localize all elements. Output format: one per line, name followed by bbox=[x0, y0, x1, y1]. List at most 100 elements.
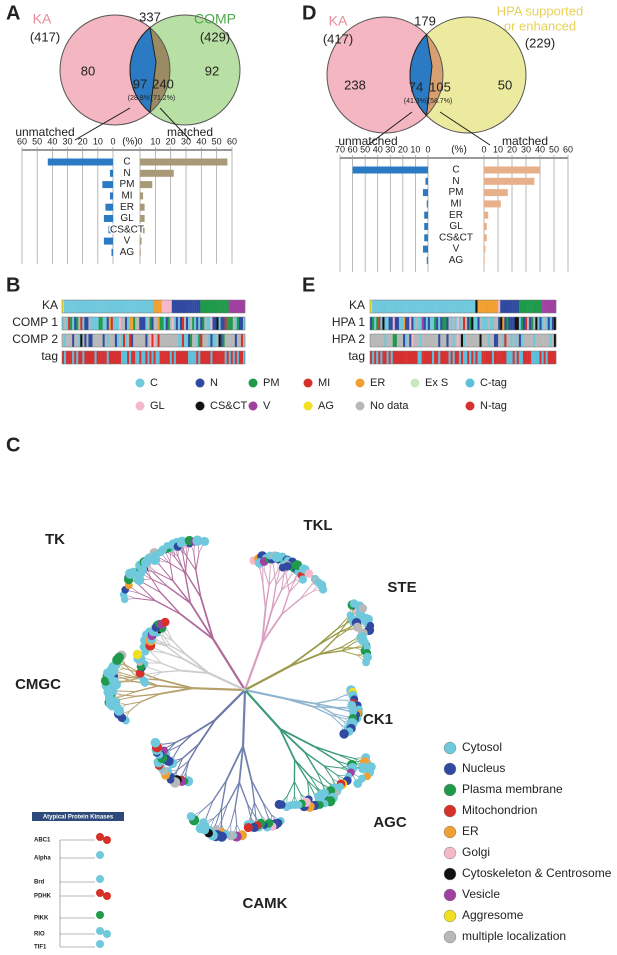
strip-cell bbox=[465, 300, 468, 313]
strip-cell bbox=[137, 351, 140, 364]
legend-label: Nucleus bbox=[462, 761, 505, 775]
strip-cell bbox=[112, 351, 116, 364]
x-tick-label: 30 bbox=[521, 144, 531, 154]
bar bbox=[140, 192, 144, 200]
strip-cell bbox=[114, 317, 118, 330]
branch bbox=[153, 647, 167, 654]
strip-cell bbox=[394, 300, 398, 313]
strip-cell bbox=[218, 300, 221, 313]
strip-cell bbox=[489, 317, 493, 330]
branch bbox=[152, 650, 167, 654]
strip-cell bbox=[487, 351, 491, 364]
strip-cell bbox=[155, 317, 158, 330]
strip-cell bbox=[545, 334, 548, 347]
strip-cell bbox=[226, 317, 229, 330]
strip-cell bbox=[218, 351, 221, 364]
strip-cell bbox=[72, 351, 75, 364]
strip-cell bbox=[151, 300, 154, 313]
branch bbox=[286, 576, 290, 593]
strip-cell bbox=[169, 300, 172, 313]
strip-cell bbox=[96, 351, 99, 364]
bar bbox=[140, 203, 145, 211]
strip-cell bbox=[210, 317, 213, 330]
x-tick-label: 40 bbox=[535, 144, 545, 154]
strip-cell bbox=[460, 334, 464, 347]
strip-cell bbox=[436, 334, 439, 347]
inset-title-bg bbox=[32, 812, 124, 821]
strip-label: tag bbox=[348, 349, 365, 363]
branch bbox=[242, 745, 253, 782]
leaf bbox=[96, 851, 104, 859]
strip-cell bbox=[396, 334, 400, 347]
category-label: AG bbox=[120, 247, 135, 258]
strip-cell bbox=[232, 317, 236, 330]
strip-cell bbox=[102, 317, 105, 330]
strip-cell bbox=[112, 334, 116, 347]
strip-cell bbox=[157, 334, 160, 347]
strip-cell bbox=[471, 351, 474, 364]
strip-cell bbox=[498, 317, 501, 330]
strip-cell bbox=[487, 317, 491, 330]
branch bbox=[323, 765, 338, 776]
strip-cell bbox=[212, 351, 215, 364]
strip-cell bbox=[537, 300, 540, 313]
strip-cell bbox=[489, 300, 493, 313]
branch bbox=[339, 639, 355, 649]
strip-cell bbox=[230, 351, 233, 364]
strip-cell bbox=[384, 300, 387, 313]
strip-cell bbox=[427, 351, 431, 364]
strip-cell bbox=[407, 317, 410, 330]
strip-cell bbox=[216, 334, 219, 347]
strip-cell bbox=[543, 334, 546, 347]
strip-cell bbox=[446, 334, 449, 347]
strip-cell bbox=[106, 300, 109, 313]
branch bbox=[134, 685, 159, 693]
strip-cell bbox=[106, 351, 109, 364]
strip-cell bbox=[208, 317, 211, 330]
strip-cell bbox=[181, 334, 185, 347]
branch bbox=[334, 624, 346, 639]
strip-cell bbox=[498, 300, 501, 313]
x-tick-label: 50 bbox=[32, 136, 42, 146]
bar bbox=[111, 248, 113, 256]
strip-cell bbox=[78, 300, 81, 313]
strip-cell bbox=[520, 317, 524, 330]
branch bbox=[309, 775, 318, 789]
leaf bbox=[96, 833, 104, 841]
x-tick-label: 40 bbox=[196, 136, 206, 146]
strip-cell bbox=[116, 351, 120, 364]
strip-cell bbox=[378, 334, 381, 347]
branch bbox=[312, 705, 333, 709]
legend-label: C-tag bbox=[480, 377, 507, 389]
branch bbox=[191, 687, 247, 692]
strip-cell bbox=[382, 300, 385, 313]
branch bbox=[262, 584, 267, 610]
strip-cell bbox=[238, 300, 242, 313]
inset-label: RIO bbox=[34, 932, 45, 938]
branch bbox=[341, 650, 358, 656]
branch bbox=[286, 781, 295, 797]
bar bbox=[140, 158, 228, 166]
bar bbox=[109, 192, 113, 200]
legend-label: Golgi bbox=[462, 845, 490, 859]
legend-label: No data bbox=[370, 400, 409, 412]
category-label: ER bbox=[120, 202, 134, 213]
strip-cell bbox=[175, 334, 179, 347]
strip-cell bbox=[98, 300, 101, 313]
strip-cell bbox=[149, 351, 152, 364]
strip-cell bbox=[506, 317, 509, 330]
strip-cell bbox=[456, 317, 460, 330]
bar bbox=[484, 189, 508, 197]
strip-cell bbox=[84, 351, 87, 364]
strip-cell bbox=[212, 317, 215, 330]
strip-cell bbox=[192, 317, 195, 330]
strip-frame bbox=[61, 350, 246, 365]
strip-cell bbox=[181, 317, 185, 330]
strip-cell bbox=[177, 334, 181, 347]
strip-cell bbox=[167, 317, 170, 330]
strip-cell bbox=[394, 351, 398, 364]
strip-cell bbox=[159, 300, 162, 313]
branch bbox=[250, 779, 256, 804]
strip-cell bbox=[184, 300, 187, 313]
branch bbox=[179, 669, 210, 674]
